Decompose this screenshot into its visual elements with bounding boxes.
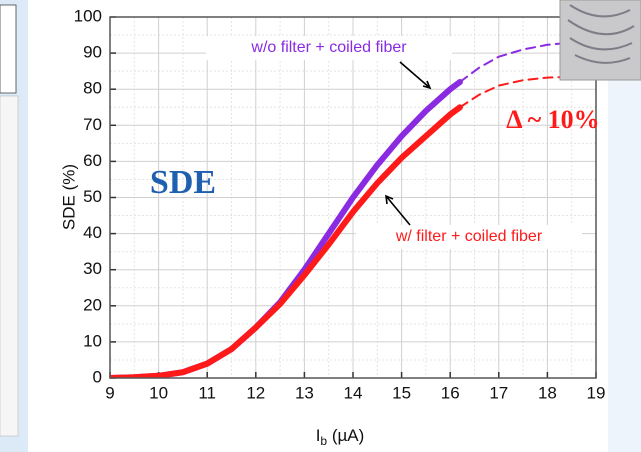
series-line [458,42,568,83]
y-tick-label: 70 [83,115,102,134]
arrow [399,61,432,90]
y-tick-label: 50 [83,187,102,206]
y-tick-label: 100 [74,6,102,25]
x-tick-label: 12 [246,383,265,402]
y-tick-label: 40 [83,223,102,242]
photo-texture [567,4,635,64]
x-axis-label: Ib (µA) [316,426,365,448]
annotation-bg [356,225,582,249]
annotation-upper: w/o filter + coiled fiber [250,39,407,56]
x-axis-label-main: I [316,426,321,445]
plot-frame [109,16,597,379]
side-box [0,4,17,94]
y-tick-label: 30 [83,259,102,278]
series-line [458,75,568,109]
annotation-bg [206,36,452,60]
y-axis-label: SDE (%) [59,164,78,230]
series-line [110,104,463,378]
y-tick-label: 20 [83,295,102,314]
x-axis-label-sub: b [320,434,327,448]
arrow [385,194,411,226]
x-tick-label: 13 [295,383,314,402]
side-panel [0,95,19,437]
y-tick-label: 0 [93,367,102,386]
annotation-delta: Δ ~ 10% [506,105,599,134]
x-tick-label: 16 [441,383,460,402]
y-tick-label: 10 [83,331,102,350]
annotation-lower: w/ filter + coiled fiber [395,228,543,245]
x-tick-label: 11 [198,383,216,402]
x-tick-label: 10 [149,383,168,402]
y-tick-label: 90 [83,43,102,62]
y-tick-label: 60 [83,151,102,170]
x-tick-label: 9 [105,383,114,402]
x-tick-label: 14 [344,383,363,402]
x-tick-label: 15 [392,383,411,402]
x-tick-label: 17 [489,383,508,402]
y-tick-label: 80 [83,79,102,98]
annotation-sde: SDE [150,164,216,201]
x-axis-label-unit: (µA) [327,426,364,445]
x-tick-label: 19 [587,383,606,402]
x-tick-label: 18 [538,383,557,402]
